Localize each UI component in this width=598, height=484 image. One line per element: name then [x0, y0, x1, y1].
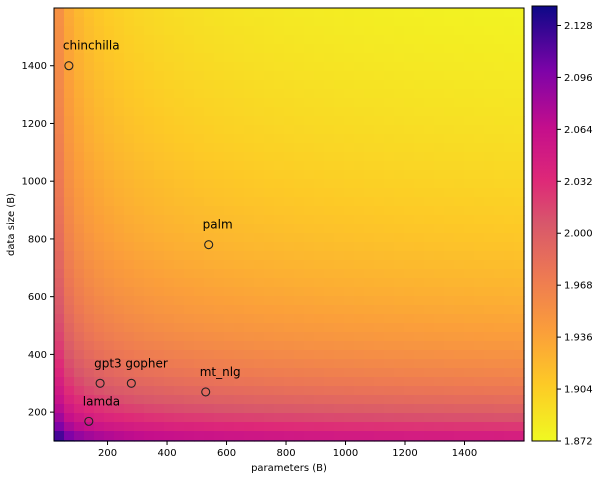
- colorbar-tick-label: 2.096: [564, 73, 593, 84]
- model-point-gpt3: [95, 378, 105, 388]
- colorbar-tick-label: 1.936: [564, 333, 593, 344]
- colorbar-tick-label: 2.128: [564, 21, 593, 32]
- colorbar-tick-label: 2.032: [564, 177, 593, 188]
- model-point-chinchilla: [64, 61, 74, 71]
- colorbar-tick-label: 2.000: [564, 229, 593, 240]
- x-tick-label: 1400: [452, 448, 477, 459]
- heatmap-surface: [54, 8, 525, 442]
- colorbar-tick-label: 1.968: [564, 281, 593, 292]
- model-point-lamda: [84, 416, 94, 426]
- x-axis-label: parameters (B): [251, 463, 327, 474]
- y-tick-label: 600: [28, 292, 47, 303]
- y-tick-label: 1200: [22, 119, 47, 130]
- y-tick-label: 200: [28, 408, 47, 419]
- model-point-mt-nlg: [201, 387, 211, 397]
- colorbar: 1.872 1.904 1.936 1.968 2.000 2.032 2.064 2.096…: [531, 5, 593, 448]
- x-tick-label: 1200: [392, 448, 417, 459]
- x-tick-label: 1000: [333, 448, 358, 459]
- model-point-label: gopher: [125, 356, 168, 370]
- model-point-label: lamda: [83, 394, 120, 408]
- x-tick-label: 400: [157, 448, 176, 459]
- y-axis: 200 400 600 800 1000 1200 1400: [22, 61, 54, 419]
- model-point-label: chinchilla: [63, 39, 120, 53]
- colorbar-tick-label: 1.904: [564, 385, 593, 396]
- y-tick-label: 1000: [22, 177, 47, 188]
- colorbar-gradient: [531, 5, 558, 442]
- colorbar-tick-label: 2.064: [564, 125, 593, 136]
- colorbar-tick-label: 1.872: [564, 437, 593, 448]
- model-point-gopher: [126, 378, 136, 388]
- model-point-palm: [204, 240, 214, 250]
- x-tick-label: 200: [98, 448, 117, 459]
- model-point-label: mt_nlg: [200, 365, 241, 379]
- x-axis: 200 400 600 800 1000 1200 1400: [98, 441, 477, 459]
- y-tick-label: 1400: [22, 61, 47, 72]
- y-tick-label: 400: [28, 350, 47, 361]
- x-tick-label: 600: [217, 448, 236, 459]
- model-point-label: gpt3: [94, 356, 122, 370]
- x-tick-label: 800: [276, 448, 295, 459]
- y-axis-label: data size (B): [6, 193, 17, 256]
- y-tick-label: 800: [28, 234, 47, 245]
- plot-frame: [53, 7, 525, 442]
- model-point-label: palm: [203, 218, 233, 232]
